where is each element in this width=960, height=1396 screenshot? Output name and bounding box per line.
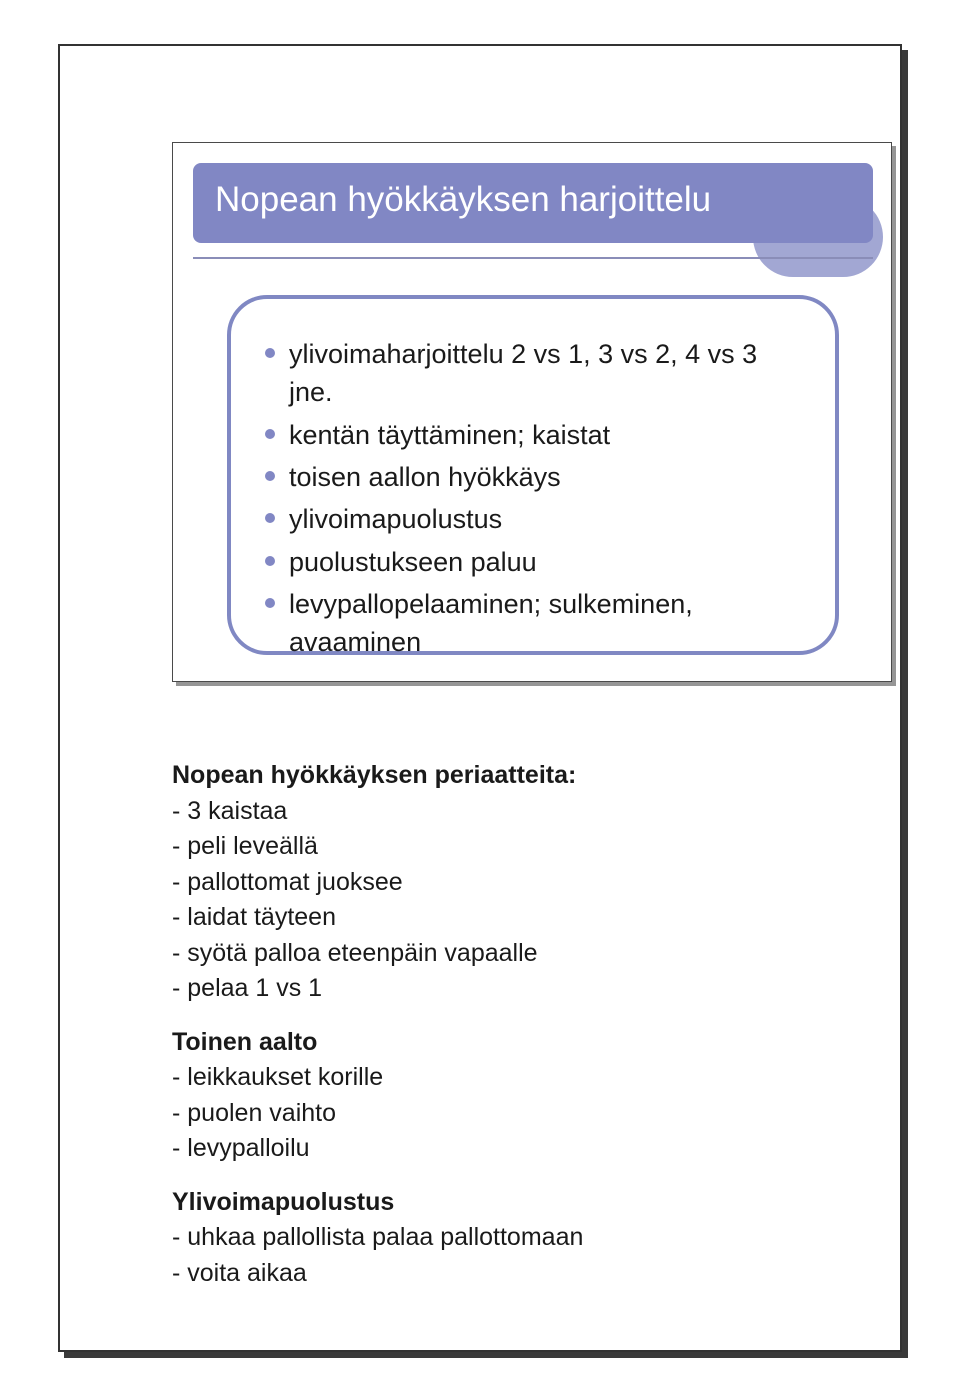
notes-section: Ylivoimapuolustus - uhkaa pallollista pa… bbox=[172, 1185, 892, 1292]
notes-heading: Nopean hyökkäyksen periaatteita: bbox=[172, 758, 892, 794]
notes-heading: Ylivoimapuolustus bbox=[172, 1185, 892, 1221]
notes-line: - puolen vaihto bbox=[172, 1096, 892, 1132]
notes-line: - levypalloilu bbox=[172, 1131, 892, 1167]
notes-heading: Toinen aalto bbox=[172, 1025, 892, 1061]
bullet-text: toisen aallon hyökkäys bbox=[289, 458, 561, 496]
notes-line: - pelaa 1 vs 1 bbox=[172, 971, 892, 1007]
notes-line: - uhkaa pallollista palaa pallottomaan bbox=[172, 1220, 892, 1256]
bullet-dot-icon bbox=[265, 598, 275, 608]
bullet-dot-icon bbox=[265, 513, 275, 523]
title-bg: Nopean hyökkäyksen harjoittelu bbox=[193, 163, 873, 243]
bullet-text: kentän täyttäminen; kaistat bbox=[289, 416, 610, 454]
speaker-notes: Nopean hyökkäyksen periaatteita: - 3 kai… bbox=[172, 758, 892, 1309]
bullet-text: ylivoimaharjoittelu 2 vs 1, 3 vs 2, 4 vs… bbox=[289, 335, 801, 412]
slide-card: Nopean hyökkäyksen harjoittelu ylivoimah… bbox=[172, 142, 892, 682]
notes-line: - laidat täyteen bbox=[172, 900, 892, 936]
bullet-item: ylivoimaharjoittelu 2 vs 1, 3 vs 2, 4 vs… bbox=[265, 335, 801, 412]
notes-line: - 3 kaistaa bbox=[172, 794, 892, 830]
notes-line: - pallottomat juoksee bbox=[172, 865, 892, 901]
bullet-dot-icon bbox=[265, 348, 275, 358]
notes-line: - peli leveällä bbox=[172, 829, 892, 865]
bullet-dot-icon bbox=[265, 429, 275, 439]
page: Nopean hyökkäyksen harjoittelu ylivoimah… bbox=[0, 0, 960, 1396]
bullet-text: ylivoimapuolustus bbox=[289, 500, 502, 538]
notes-section: Toinen aalto - leikkaukset korille - puo… bbox=[172, 1025, 892, 1167]
slide-title: Nopean hyökkäyksen harjoittelu bbox=[193, 163, 873, 230]
bullet-dot-icon bbox=[265, 471, 275, 481]
notes-line: - syötä palloa eteenpäin vapaalle bbox=[172, 936, 892, 972]
bullet-text: levypallopelaaminen; sulkeminen, avaamin… bbox=[289, 585, 801, 662]
bullet-item: puolustukseen paluu bbox=[265, 543, 801, 581]
bullet-item: toisen aallon hyökkäys bbox=[265, 458, 801, 496]
title-rule bbox=[193, 257, 873, 259]
notes-section: Nopean hyökkäyksen periaatteita: - 3 kai… bbox=[172, 758, 892, 1007]
bullet-item: levypallopelaaminen; sulkeminen, avaamin… bbox=[265, 585, 801, 662]
outer-frame: Nopean hyökkäyksen harjoittelu ylivoimah… bbox=[58, 44, 902, 1352]
bullet-item: ylivoimapuolustus bbox=[265, 500, 801, 538]
bullet-text: puolustukseen paluu bbox=[289, 543, 537, 581]
bullet-list: ylivoimaharjoittelu 2 vs 1, 3 vs 2, 4 vs… bbox=[265, 335, 801, 662]
bullet-dot-icon bbox=[265, 556, 275, 566]
title-bar: Nopean hyökkäyksen harjoittelu bbox=[193, 163, 873, 283]
notes-line: - voita aikaa bbox=[172, 1256, 892, 1292]
content-box: ylivoimaharjoittelu 2 vs 1, 3 vs 2, 4 vs… bbox=[227, 295, 839, 655]
bullet-item: kentän täyttäminen; kaistat bbox=[265, 416, 801, 454]
notes-line: - leikkaukset korille bbox=[172, 1060, 892, 1096]
